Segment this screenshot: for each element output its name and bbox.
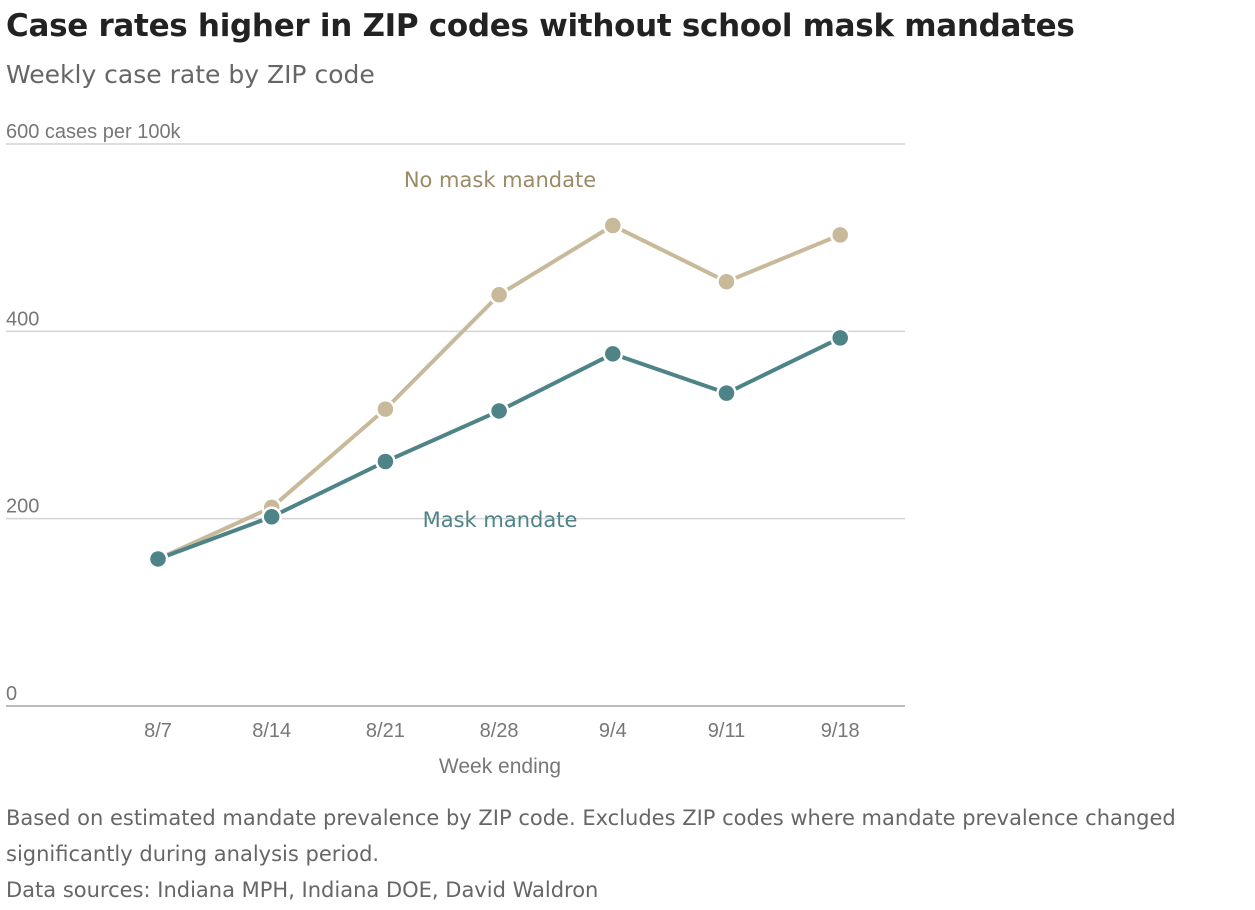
footer-sources: Data sources: Indiana MPH, Indiana DOE, … — [6, 878, 599, 902]
data-point — [375, 398, 396, 420]
data-point — [261, 506, 282, 528]
gridlines — [6, 143, 905, 707]
data-point — [488, 284, 510, 306]
data-point — [829, 224, 851, 246]
x-tick-label: 8/28 — [480, 720, 519, 742]
x-tick-label: 8/21 — [366, 720, 405, 742]
x-tick-label: 9/4 — [599, 720, 627, 742]
chart-title: Case rates higher in ZIP codes without s… — [6, 8, 1075, 44]
x-tick-label: 9/11 — [708, 720, 745, 742]
data-point — [375, 451, 396, 472]
x-tick-label: 8/7 — [144, 720, 172, 742]
x-tick-label: 9/18 — [821, 720, 860, 742]
footer-note: Based on estimated mandate prevalence by… — [6, 806, 1176, 866]
data-point — [602, 215, 624, 236]
data-point — [716, 271, 737, 292]
y-tick-label: 400 — [6, 308, 39, 330]
data-point — [602, 343, 624, 365]
chart-footer: Based on estimated mandate prevalence by… — [6, 800, 1246, 908]
data-point — [716, 382, 737, 404]
y-tick-label: 200 — [6, 496, 39, 518]
x-axis-title: Week ending — [439, 755, 561, 778]
y-tick-label: 0 — [6, 683, 17, 705]
x-axis-ticks: 8/7 8/14 8/21 8/28 9/4 9/11 9/18 — [144, 720, 860, 742]
series-label: No mask mandate — [404, 168, 596, 192]
series-1 — [147, 327, 851, 570]
line-chart: 0 200 400 600 cases per 100k 8/7 8/14 8/21 8/2… — [6, 121, 905, 778]
x-tick-label: 8/14 — [252, 720, 291, 742]
series — [147, 215, 851, 570]
data-point — [147, 548, 169, 570]
series-labels: No mask mandate Mask mandate — [404, 168, 596, 532]
chart-subtitle: Weekly case rate by ZIP code — [6, 60, 375, 89]
data-point — [488, 400, 510, 422]
y-tick-label: 600 cases per 100k — [6, 121, 182, 143]
data-point — [829, 327, 851, 349]
series-label: Mask mandate — [423, 508, 578, 532]
y-axis-ticks: 0 200 400 600 cases per 100k — [6, 121, 182, 705]
